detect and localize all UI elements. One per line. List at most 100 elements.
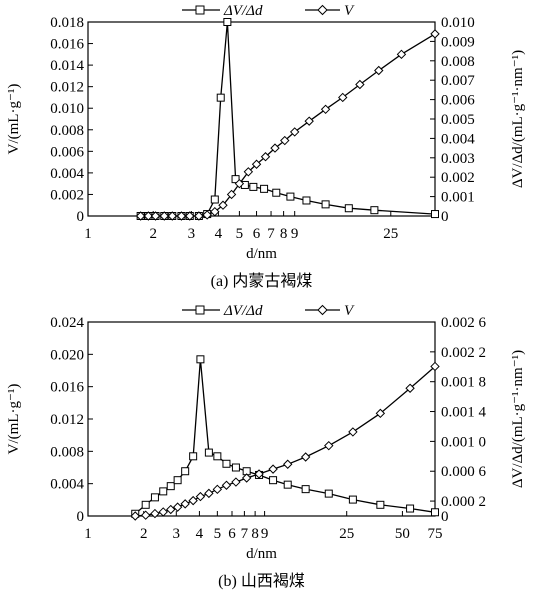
data-point-square xyxy=(159,487,168,496)
data-point-square xyxy=(173,476,182,485)
data-point-square xyxy=(166,482,175,491)
data-point-diamond xyxy=(202,210,212,220)
data-point-square xyxy=(269,476,278,485)
left-tick-label: 0.010 xyxy=(50,101,84,117)
right-tick-label: 0.000 2 xyxy=(441,494,486,510)
data-point-diamond xyxy=(254,469,264,479)
data-point-square xyxy=(431,508,439,517)
data-point-diamond xyxy=(180,499,190,509)
data-point-square xyxy=(431,210,439,219)
x-tick-label: 3 xyxy=(188,226,196,242)
left-tick-label: 0.024 xyxy=(50,315,84,331)
right-tick-label: 0.005 xyxy=(441,112,475,128)
y-axis-right-label: ΔV/Δd/(mL·g⁻¹·nm⁻¹) xyxy=(510,50,526,188)
data-point-diamond xyxy=(195,491,206,502)
data-point-square xyxy=(249,182,258,191)
data-point-diamond xyxy=(231,477,241,487)
series-line-dVdd xyxy=(140,21,436,217)
data-point-square xyxy=(213,452,222,461)
data-point-diamond xyxy=(218,200,228,210)
panel-caption: (a) 内蒙古褐煤 xyxy=(211,272,313,290)
right-tick-label: 0.007 xyxy=(441,73,475,89)
data-point-diamond xyxy=(243,167,254,177)
data-point-diamond xyxy=(355,79,365,90)
x-tick-label: 50 xyxy=(395,526,410,542)
x-tick-label: 8 xyxy=(251,526,259,542)
x-tick-label: 5 xyxy=(214,526,222,542)
data-point-diamond xyxy=(268,464,278,474)
series-line-V xyxy=(140,33,436,217)
legend-label: ΔV/Δd xyxy=(223,3,263,19)
data-point-square xyxy=(189,452,198,461)
x-tick-label: 6 xyxy=(253,226,261,242)
data-point-square xyxy=(376,500,385,509)
data-point-square xyxy=(301,485,310,494)
data-point-square xyxy=(370,206,379,215)
left-tick-label: 0.008 xyxy=(50,123,84,139)
left-tick-label: 0.006 xyxy=(50,144,84,160)
data-point-diamond xyxy=(176,211,187,221)
left-tick-label: 0.012 xyxy=(50,80,84,96)
right-tick-label: 0.006 xyxy=(441,93,475,109)
data-point-diamond xyxy=(159,211,169,221)
right-tick-label: 0.002 xyxy=(441,170,475,186)
plot-frame-1 xyxy=(87,321,436,517)
right-tick-label: 0 xyxy=(441,509,449,525)
data-point-diamond xyxy=(166,504,176,515)
legend-label: ΔV/Δd xyxy=(223,303,263,319)
data-point-square xyxy=(216,93,225,102)
data-point-diamond xyxy=(135,211,146,221)
data-point-square xyxy=(231,175,240,184)
data-point-square xyxy=(272,188,281,197)
x-axis-label: d/nm xyxy=(246,246,277,262)
right-tick-label: 0.008 xyxy=(441,54,475,70)
data-point-diamond xyxy=(150,211,161,221)
right-tick-label: 0.002 6 xyxy=(441,315,487,331)
data-point-square xyxy=(344,204,353,213)
data-point-square xyxy=(302,196,311,205)
right-tick-label: 0.004 xyxy=(441,131,475,147)
left-tick-label: 0.016 xyxy=(50,37,84,53)
legend-marker-square xyxy=(195,305,205,315)
data-point-diamond xyxy=(270,143,280,153)
data-point-square xyxy=(286,192,295,201)
x-tick-label: 7 xyxy=(241,526,249,542)
x-tick-label: 25 xyxy=(383,226,398,242)
left-tick-label: 0.004 xyxy=(50,477,84,493)
right-tick-label: 0.010 xyxy=(441,15,475,31)
data-point-diamond xyxy=(396,49,407,60)
data-point-diamond xyxy=(167,211,177,221)
data-point-square xyxy=(141,500,150,509)
data-point-square xyxy=(348,495,357,504)
series-line-V xyxy=(135,366,436,517)
x-tick-label: 1 xyxy=(84,226,92,242)
right-tick-label: 0.002 2 xyxy=(441,345,486,361)
data-point-diamond xyxy=(241,473,252,483)
data-point-diamond xyxy=(204,488,214,499)
data-point-diamond xyxy=(172,502,183,512)
right-tick-label: 0.003 xyxy=(441,151,475,167)
data-point-diamond xyxy=(226,189,237,200)
data-point-diamond xyxy=(348,427,358,437)
data-point-diamond xyxy=(150,508,160,519)
x-tick-label: 4 xyxy=(215,226,223,242)
x-tick-label: 6 xyxy=(228,526,236,542)
data-point-diamond xyxy=(430,361,440,372)
data-point-square xyxy=(222,459,231,468)
data-point-diamond xyxy=(130,511,140,521)
x-tick-label: 9 xyxy=(291,226,299,242)
left-tick-label: 0.014 xyxy=(50,58,84,74)
data-point-diamond xyxy=(304,116,314,126)
data-point-diamond xyxy=(188,495,198,506)
x-axis-label: d/nm xyxy=(246,546,277,562)
left-tick-label: 0.012 xyxy=(50,412,84,428)
data-point-diamond xyxy=(374,65,384,76)
series-line-dVdd xyxy=(134,359,436,515)
left-tick-label: 0 xyxy=(77,509,85,525)
data-point-diamond xyxy=(338,92,348,103)
right-tick-label: 0.001 0 xyxy=(441,434,486,450)
legend-marker-diamond xyxy=(317,4,328,16)
right-tick-label: 0.001 8 xyxy=(441,375,486,391)
data-point-diamond xyxy=(221,480,232,490)
left-tick-label: 0.018 xyxy=(50,15,84,31)
